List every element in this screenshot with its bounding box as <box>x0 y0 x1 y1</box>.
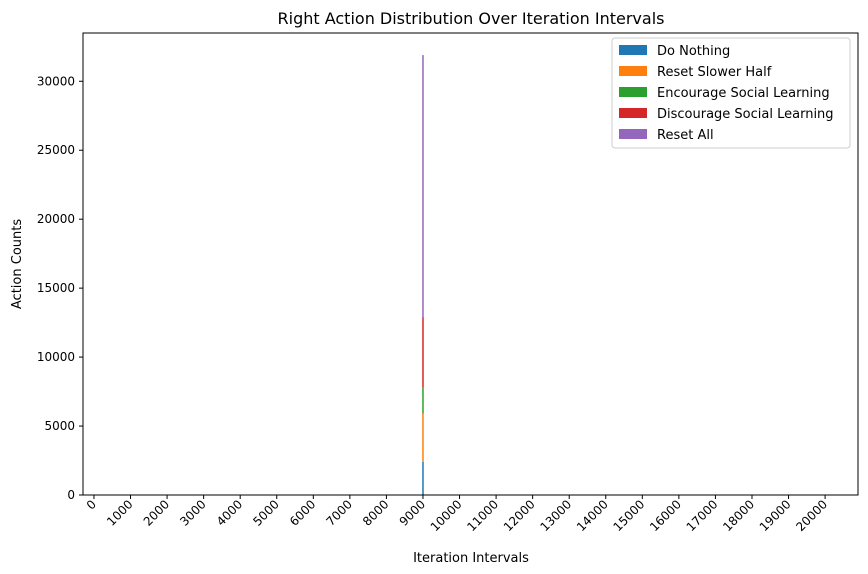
x-axis-label: Iteration Intervals <box>413 551 529 566</box>
y-tick-label: 10000 <box>37 350 75 364</box>
y-tick-label: 30000 <box>37 74 75 88</box>
legend-swatch <box>619 45 647 55</box>
x-tick-label: 15000 <box>611 497 648 534</box>
x-tick-label: 4000 <box>214 497 245 528</box>
x-tick-label: 9000 <box>397 497 428 528</box>
legend-swatch <box>619 87 647 97</box>
x-tick-label: 13000 <box>537 497 574 534</box>
x-tick-label: 14000 <box>574 497 611 534</box>
x-axis: 0 1000 2000 3000 4000 5000 6000 7000 8000 9000 100… <box>84 495 830 534</box>
x-tick-label: 2000 <box>141 497 172 528</box>
bar-segment-4 <box>422 317 424 388</box>
chart-title: Right Action Distribution Over Iteration… <box>278 9 665 28</box>
bar-segment-1 <box>422 461 424 495</box>
x-tick-label: 10000 <box>428 497 465 534</box>
y-tick-label: 25000 <box>37 143 75 157</box>
legend-swatch <box>619 129 647 139</box>
bars <box>422 55 424 495</box>
x-tick-label: 11000 <box>464 497 501 534</box>
legend-label: Reset Slower Half <box>657 65 772 80</box>
x-tick-label: 7000 <box>323 497 354 528</box>
legend-label: Reset All <box>657 128 714 143</box>
y-tick-label: 0 <box>67 488 75 502</box>
y-tick-label: 15000 <box>37 281 75 295</box>
bar-segment-3 <box>422 387 424 414</box>
x-tick-label: 16000 <box>647 497 684 534</box>
plot-frame <box>82 32 859 496</box>
legend-swatch <box>619 108 647 118</box>
y-tick-label: 5000 <box>44 419 75 433</box>
y-axis: 0 5000 10000 15000 20000 25000 30000 <box>37 74 83 502</box>
x-tick-label: 19000 <box>757 497 794 534</box>
legend: Do Nothing Reset Slower Half Encourage Soc… <box>611 37 851 149</box>
bar-segment-2 <box>422 413 424 462</box>
legend-label: Discourage Social Learning <box>657 107 834 122</box>
legend-box <box>611 37 851 149</box>
y-tick-label: 20000 <box>37 212 75 226</box>
x-tick-label: 5000 <box>250 497 281 528</box>
legend-label: Do Nothing <box>657 44 730 59</box>
x-tick-label: 0 <box>84 497 99 512</box>
legend-swatch <box>619 66 647 76</box>
x-tick-label: 3000 <box>177 497 208 528</box>
x-tick-label: 1000 <box>104 497 135 528</box>
x-tick-label: 20000 <box>793 497 830 534</box>
x-tick-label: 17000 <box>684 497 721 534</box>
y-axis-label: Action Counts <box>10 219 25 309</box>
x-tick-label: 12000 <box>501 497 538 534</box>
bar-segment-5 <box>422 55 424 318</box>
x-tick-label: 6000 <box>287 497 318 528</box>
x-tick-label: 8000 <box>360 497 391 528</box>
x-tick-label: 18000 <box>720 497 757 534</box>
legend-label: Encourage Social Learning <box>657 86 830 101</box>
